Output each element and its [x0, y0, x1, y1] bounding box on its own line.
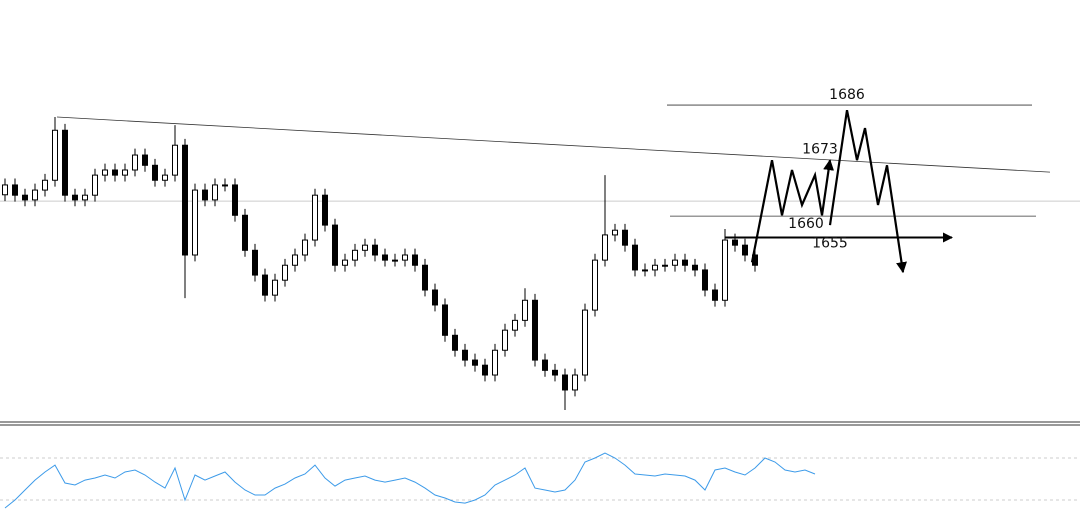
candle-body — [532, 299, 538, 361]
candle-body — [172, 144, 178, 176]
candle-body — [562, 374, 568, 391]
candle-body — [492, 349, 498, 376]
projection-path — [828, 109, 907, 274]
candle-body — [292, 254, 298, 266]
candle-body — [722, 239, 728, 301]
level-label: 1660 — [788, 216, 824, 232]
candle-body — [12, 184, 18, 196]
level-label: 1655 — [812, 235, 848, 251]
candle-body — [582, 309, 588, 376]
candle-body — [482, 364, 488, 376]
candle-body — [372, 244, 378, 256]
candle-body — [212, 184, 218, 201]
candle-body — [542, 359, 548, 371]
candle-body — [742, 244, 748, 256]
candle-body — [502, 329, 508, 351]
candle-body — [322, 194, 328, 226]
candle-body — [602, 234, 608, 261]
candle-body — [672, 259, 678, 266]
candle-body — [692, 264, 698, 271]
candle-body — [242, 214, 248, 251]
candle-body — [652, 264, 658, 271]
level-label: 1673 — [802, 142, 838, 158]
candle-body — [622, 229, 628, 246]
candle-body — [72, 194, 78, 201]
projection-path — [750, 159, 835, 263]
candle-body — [462, 349, 468, 361]
candle-body — [82, 194, 88, 201]
trendline — [56, 116, 1051, 173]
candle-body — [202, 189, 208, 201]
candle-body — [382, 254, 388, 261]
candle-body — [422, 264, 428, 291]
candle-body — [42, 179, 48, 191]
candle-body — [252, 249, 258, 276]
candle-body — [302, 239, 308, 256]
candle-body — [472, 359, 478, 366]
level-label: 1686 — [829, 87, 865, 103]
candle-body — [392, 259, 398, 262]
candle-body — [122, 169, 128, 176]
candle-body — [402, 254, 408, 261]
candle-body — [232, 184, 238, 216]
candle-body — [222, 184, 228, 187]
candle-body — [182, 144, 188, 256]
candle-body — [522, 299, 528, 321]
candle-body — [712, 289, 718, 301]
candle-body — [352, 249, 358, 261]
candle-body — [682, 259, 688, 266]
candle-body — [32, 189, 38, 201]
candle-body — [362, 244, 368, 251]
candle-body — [662, 264, 668, 267]
candle-body — [52, 129, 58, 181]
candle-body — [92, 174, 98, 196]
candle-body — [432, 289, 438, 306]
candle-body — [572, 374, 578, 391]
candle-body — [612, 229, 618, 236]
candle-body — [102, 169, 108, 176]
candle-body — [642, 269, 648, 272]
candle-body — [2, 184, 8, 196]
candle-body — [162, 174, 168, 181]
candle-body — [142, 154, 148, 166]
candle-body — [512, 319, 518, 331]
candle-body — [132, 154, 138, 171]
candle-body — [112, 169, 118, 176]
candle-body — [702, 269, 708, 291]
candle-body — [592, 259, 598, 311]
candle-body — [262, 274, 268, 296]
candle-body — [22, 194, 28, 201]
candle-body — [412, 254, 418, 266]
candle-body — [62, 129, 68, 196]
candle-body — [152, 164, 158, 181]
candle-body — [282, 264, 288, 281]
candle-body — [632, 244, 638, 271]
candle-body — [272, 279, 278, 296]
candle-body — [332, 224, 338, 266]
candle-body — [732, 239, 738, 246]
candle-body — [452, 334, 458, 351]
candle-body — [442, 304, 448, 336]
candle-body — [552, 369, 558, 376]
candle-body — [192, 189, 198, 256]
candle-body — [342, 259, 348, 266]
indicator-line — [4, 452, 816, 509]
candle-body — [312, 194, 318, 241]
